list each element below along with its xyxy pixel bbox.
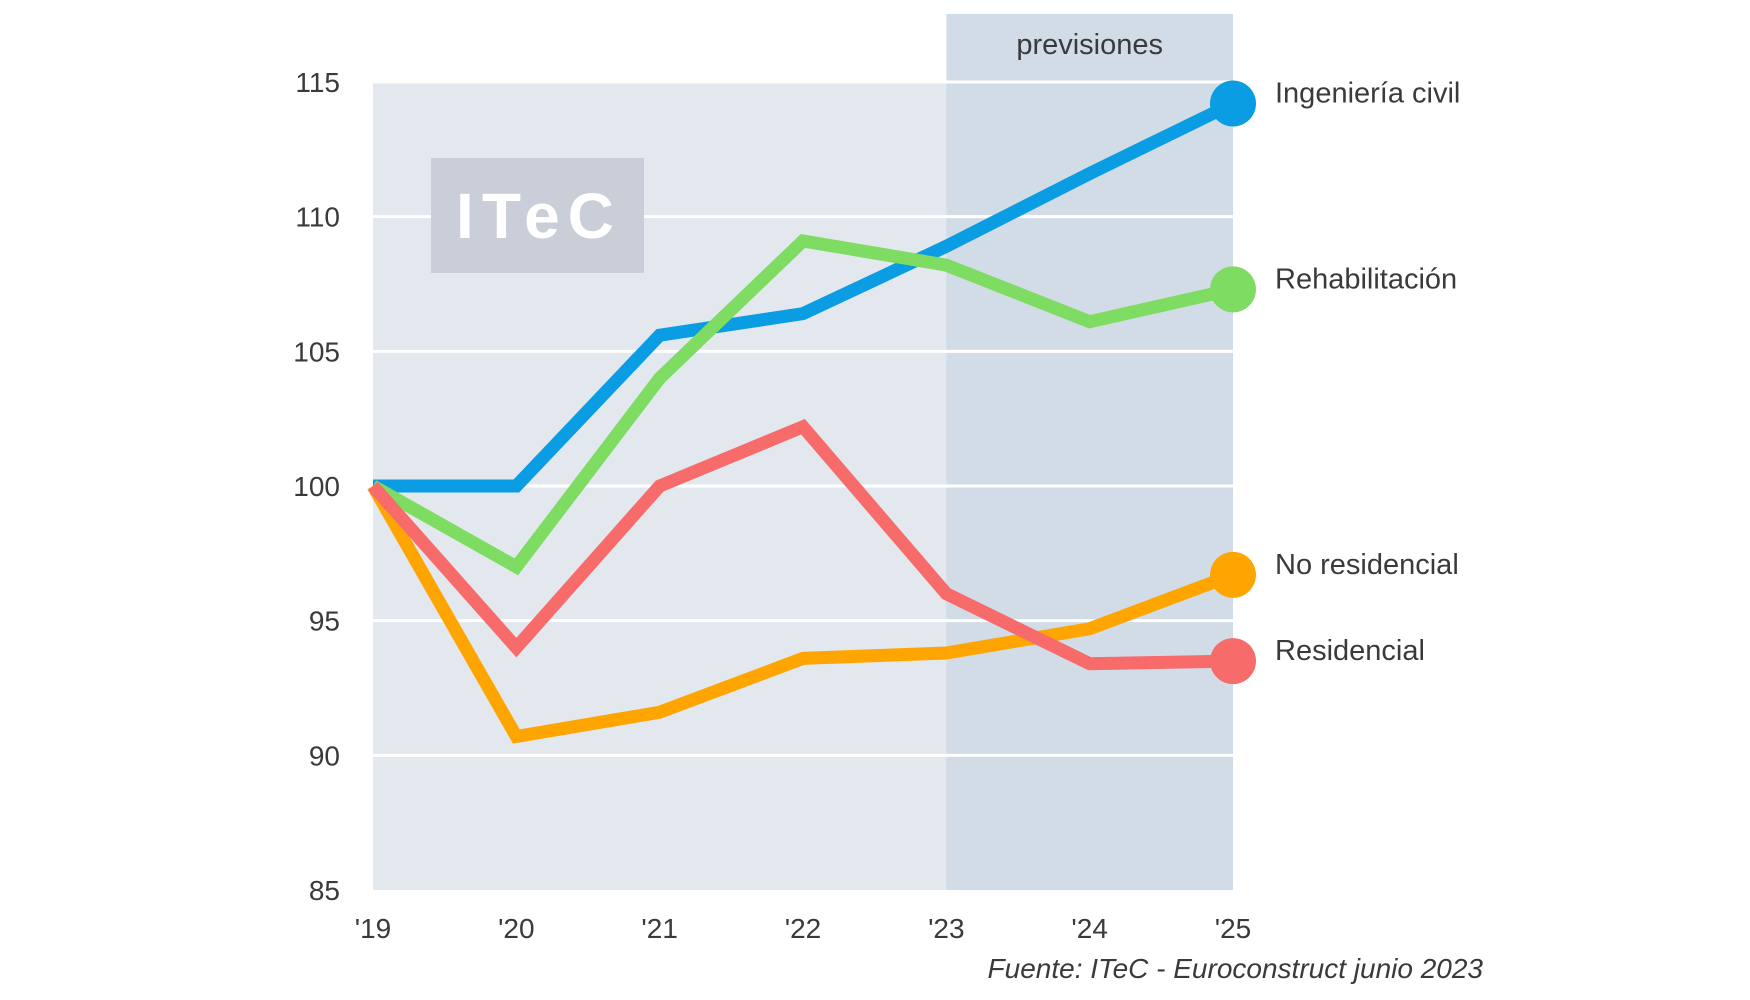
y-tick-label: 100 [293,471,340,502]
x-tick-label: '23 [928,913,965,944]
series-line [368,418,1234,671]
series-line [367,482,1236,744]
x-tick-label: '20 [498,913,535,944]
series-endpoints [1210,80,1256,685]
x-tick-label: '25 [1215,913,1252,944]
series-endpoint [1210,551,1256,598]
y-tick-label: 110 [295,202,340,233]
y-tick-label: 85 [309,875,340,906]
y-tick-label: 90 [309,740,340,771]
x-tick-label: '19 [355,913,392,944]
series-labels: Ingeniería civil Rehabilitación No residen… [1275,78,1460,668]
series-endpoint [1210,638,1256,685]
series-label: Ingeniería civil [1275,78,1460,110]
y-axis: 85 90 95 100 105 110 115 [293,67,340,906]
y-tick-label: 105 [293,336,340,367]
logo-box [431,158,644,273]
x-tick-label: '22 [785,913,822,944]
y-tick-label: 95 [309,606,340,637]
itec-logo: ITeC [431,158,644,273]
series-label: Rehabilitación [1275,263,1457,295]
x-axis: '19 '20 '21 '22 '23 '24 '25 [355,913,1252,944]
series-line [373,97,1236,493]
forecast-region [946,14,1233,890]
series-line [369,233,1235,576]
series-label: Residencial [1275,635,1425,667]
logo-text: ITeC [456,180,622,252]
series-endpoint [1210,80,1256,127]
x-tick-label: '21 [641,913,678,944]
series-lines [367,97,1236,744]
x-tick-label: '24 [1071,913,1108,944]
source-note: Fuente: ITeC - Euroconstruct junio 2023 [988,953,1484,984]
forecast-label: previsiones [1016,29,1163,61]
y-tick-label: 115 [295,67,340,98]
series-endpoint [1210,266,1256,313]
series-label: No residencial [1275,549,1459,581]
